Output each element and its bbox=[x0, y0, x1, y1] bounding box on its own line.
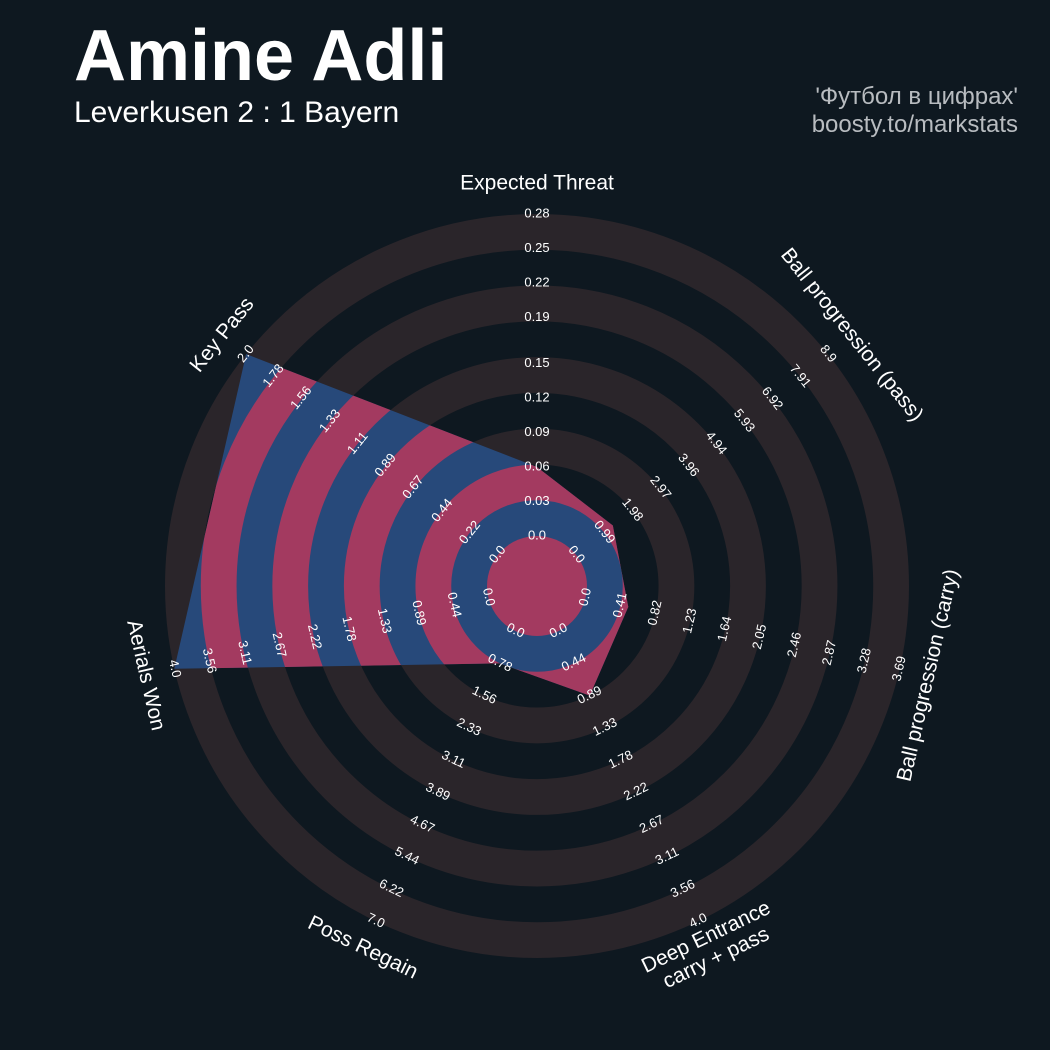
ring bbox=[487, 536, 587, 636]
tick-label: 2.22 bbox=[305, 623, 325, 651]
tick-label: 0.0 bbox=[504, 619, 527, 640]
axis-label: Expected Threat bbox=[460, 172, 614, 195]
tick-label: 2.67 bbox=[270, 631, 290, 659]
ring bbox=[200, 354, 629, 696]
tick-label: 3.56 bbox=[200, 647, 220, 675]
credit: 'Футбол в цифрах' bbox=[815, 83, 1018, 110]
ring bbox=[272, 354, 629, 696]
tick-label: 0.06 bbox=[524, 458, 549, 473]
tick-label: 0.0 bbox=[575, 586, 594, 607]
tick-label: 0.19 bbox=[524, 309, 549, 324]
tick-label: 2.46 bbox=[784, 631, 804, 659]
tick-label: 2.05 bbox=[749, 623, 769, 651]
tick-label: 0.0 bbox=[480, 586, 499, 607]
tick-label: 1.33 bbox=[375, 607, 395, 635]
tick-label: 1.23 bbox=[679, 607, 699, 635]
tick-label: 0.82 bbox=[644, 599, 664, 627]
tick-label: 0.41 bbox=[609, 591, 629, 619]
tick-label: 0.15 bbox=[524, 355, 549, 370]
tick-label: 0.28 bbox=[524, 205, 549, 220]
tick-label: 0.25 bbox=[524, 240, 549, 255]
credit: boosty.to/markstats bbox=[812, 111, 1018, 138]
tick-label: 0.0 bbox=[528, 527, 546, 542]
chart-subtitle: Leverkusen 2 : 1 Bayern bbox=[74, 96, 399, 129]
tick-label: 1.64 bbox=[714, 615, 734, 643]
tick-label: 0.89 bbox=[409, 599, 429, 627]
tick-label: 4.0 bbox=[166, 658, 185, 679]
tick-label: 0.0 bbox=[547, 619, 570, 640]
ring bbox=[164, 213, 910, 959]
tick-label: 2.87 bbox=[819, 639, 839, 667]
tick-label: 7.0 bbox=[365, 910, 388, 931]
tick-label: 0.22 bbox=[524, 274, 549, 289]
chart-title: Amine Adli bbox=[74, 16, 447, 96]
tick-label: 0.44 bbox=[445, 591, 465, 619]
tick-label: 0.09 bbox=[524, 424, 549, 439]
tick-label: 4.0 bbox=[687, 910, 710, 931]
tick-label: 3.69 bbox=[889, 655, 909, 683]
tick-label: 0.12 bbox=[524, 389, 549, 404]
tick-label: 3.28 bbox=[854, 647, 874, 675]
tick-label: 3.11 bbox=[235, 639, 255, 666]
tick-label: 0.03 bbox=[524, 493, 549, 508]
tick-label: 1.78 bbox=[339, 615, 359, 643]
